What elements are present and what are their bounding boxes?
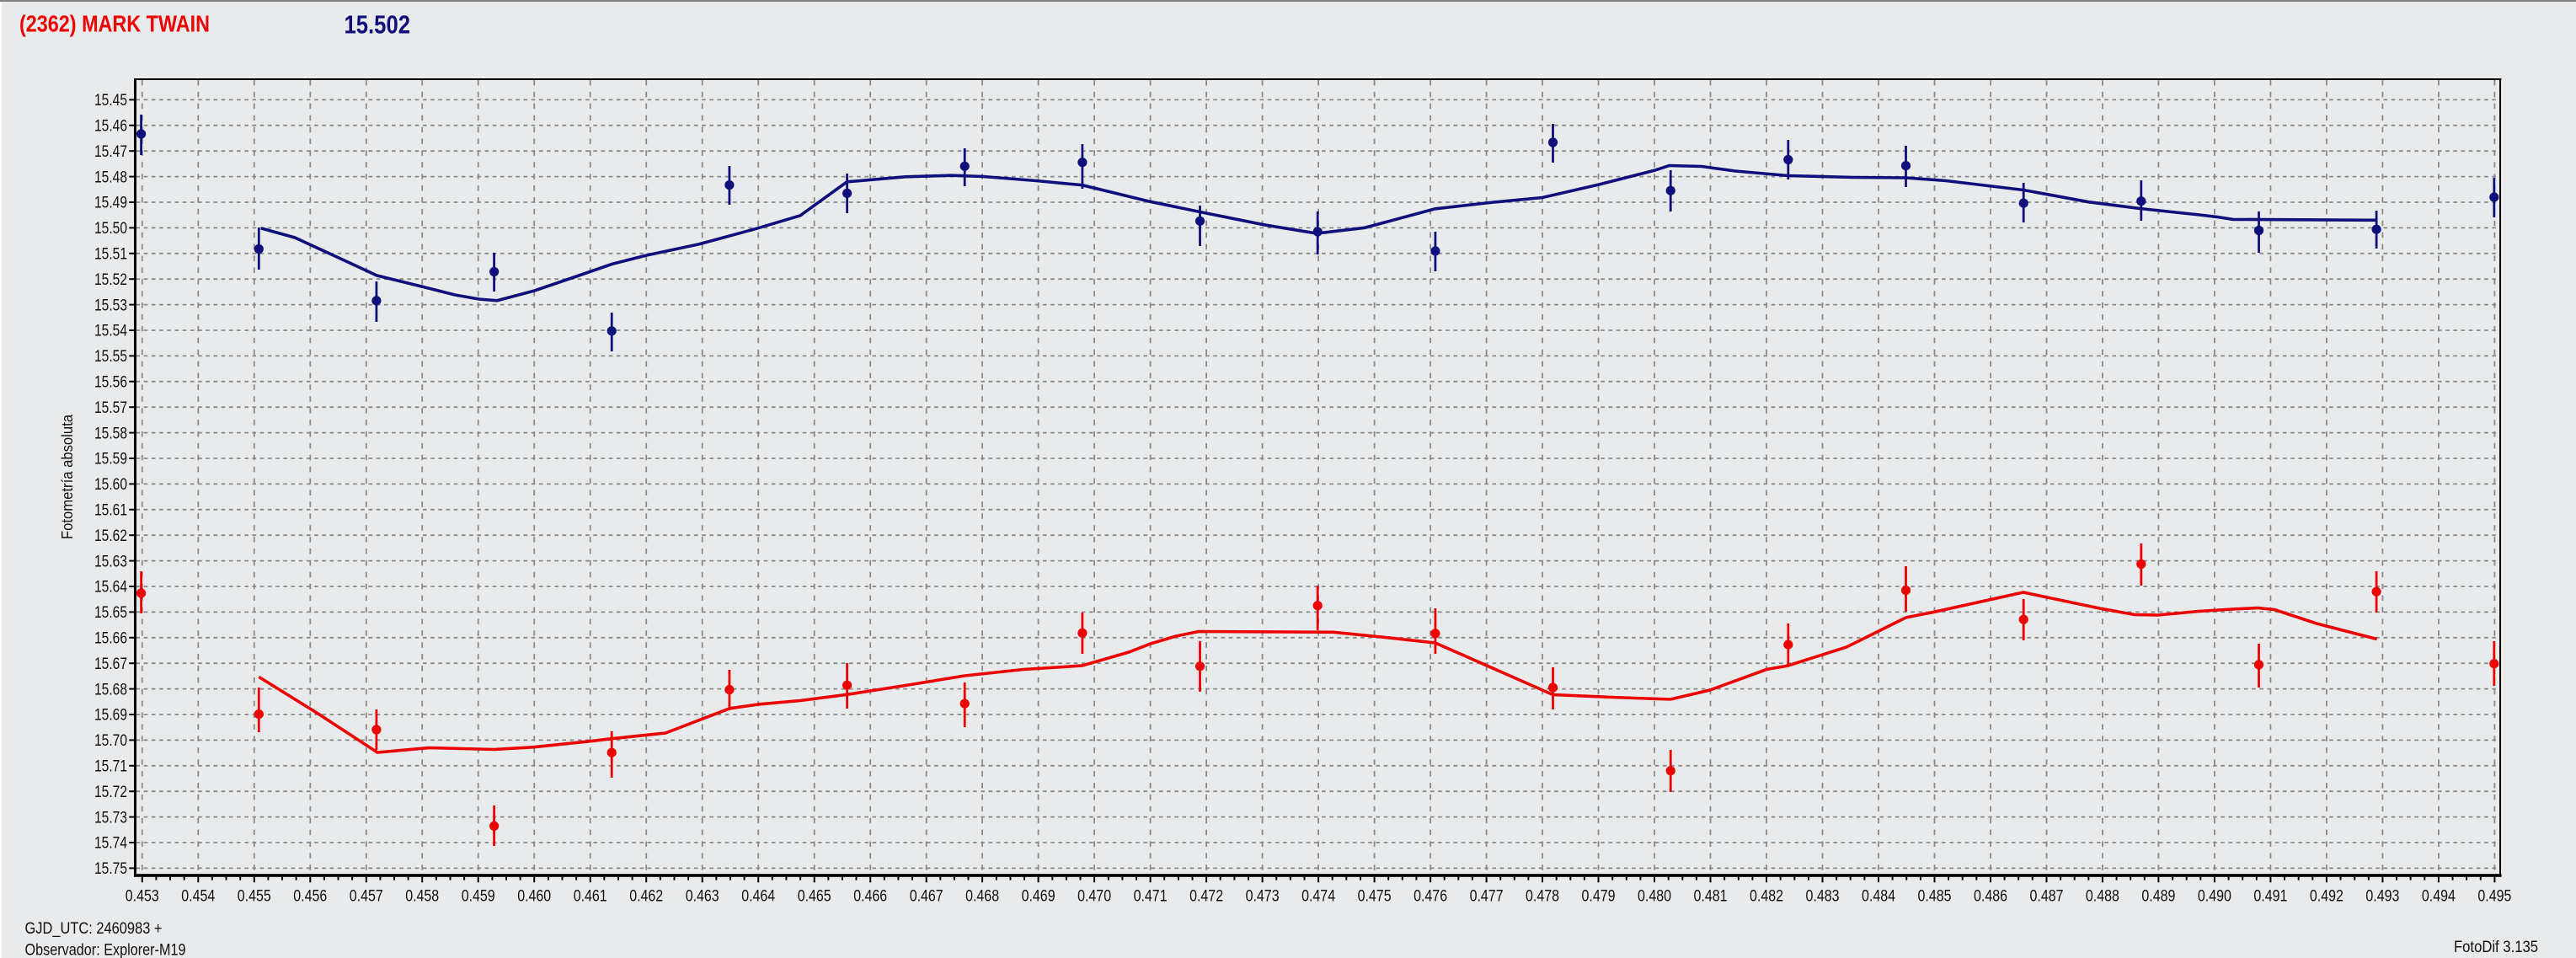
svg-text:15.66: 15.66 — [94, 629, 127, 648]
svg-text:0.480: 0.480 — [1638, 887, 1671, 906]
svg-text:0.485: 0.485 — [1918, 887, 1952, 906]
svg-text:15.73: 15.73 — [94, 808, 127, 827]
svg-text:0.476: 0.476 — [1414, 887, 1447, 906]
svg-text:0.475: 0.475 — [1358, 887, 1392, 906]
svg-text:15.54: 15.54 — [94, 322, 127, 340]
svg-text:0.490: 0.490 — [2198, 887, 2231, 906]
svg-text:0.470: 0.470 — [1077, 887, 1111, 906]
svg-text:15.47: 15.47 — [94, 142, 127, 161]
svg-text:0.462: 0.462 — [629, 887, 663, 906]
svg-text:15.56: 15.56 — [94, 373, 127, 392]
svg-text:FotoDif 3.135: FotoDif 3.135 — [2454, 939, 2538, 956]
svg-text:Fotometría absoluta: Fotometría absoluta — [59, 414, 76, 539]
svg-text:0.460: 0.460 — [517, 887, 551, 906]
svg-text:0.464: 0.464 — [741, 887, 775, 906]
svg-text:15.68: 15.68 — [94, 680, 127, 698]
svg-text:0.483: 0.483 — [1806, 887, 1840, 906]
svg-text:0.494: 0.494 — [2422, 887, 2456, 906]
svg-text:0.479: 0.479 — [1582, 887, 1616, 906]
svg-text:15.63: 15.63 — [94, 552, 127, 570]
svg-text:0.474: 0.474 — [1301, 887, 1335, 906]
svg-text:15.69: 15.69 — [94, 706, 127, 725]
svg-text:0.486: 0.486 — [1974, 887, 2007, 906]
svg-text:0.492: 0.492 — [2310, 887, 2344, 906]
svg-text:0.482: 0.482 — [1750, 887, 1783, 906]
svg-text:0.455: 0.455 — [238, 887, 271, 906]
svg-text:15.72: 15.72 — [94, 783, 127, 801]
svg-text:0.487: 0.487 — [2030, 887, 2064, 906]
svg-text:15.70: 15.70 — [94, 731, 127, 750]
svg-text:15.49: 15.49 — [94, 194, 127, 212]
svg-text:0.458: 0.458 — [405, 887, 439, 906]
svg-text:0.469: 0.469 — [1022, 887, 1056, 906]
svg-text:0.465: 0.465 — [798, 887, 831, 906]
svg-text:0.481: 0.481 — [1694, 887, 1728, 906]
svg-text:15.58: 15.58 — [94, 424, 127, 442]
svg-text:15.57: 15.57 — [94, 399, 127, 417]
svg-text:15.45: 15.45 — [94, 91, 127, 110]
svg-text:0.454: 0.454 — [181, 887, 215, 906]
svg-text:0.468: 0.468 — [965, 887, 999, 906]
svg-text:15.53: 15.53 — [94, 296, 127, 314]
svg-text:GJD_UTC: 2460983 +: GJD_UTC: 2460983 + — [25, 920, 163, 938]
svg-text:15.65: 15.65 — [94, 603, 127, 622]
svg-text:0.467: 0.467 — [910, 887, 943, 906]
svg-text:15.502: 15.502 — [345, 10, 411, 39]
svg-text:0.477: 0.477 — [1470, 887, 1504, 906]
svg-text:15.74: 15.74 — [94, 834, 127, 853]
svg-text:15.62: 15.62 — [94, 527, 127, 545]
svg-text:0.471: 0.471 — [1134, 887, 1168, 906]
svg-text:15.64: 15.64 — [94, 578, 127, 597]
svg-text:0.466: 0.466 — [853, 887, 887, 906]
svg-text:15.46: 15.46 — [94, 117, 127, 136]
svg-text:0.488: 0.488 — [2086, 887, 2119, 906]
svg-text:15.71: 15.71 — [94, 757, 127, 776]
svg-text:0.457: 0.457 — [350, 887, 383, 906]
svg-text:0.473: 0.473 — [1246, 887, 1280, 906]
svg-text:0.472: 0.472 — [1189, 887, 1223, 906]
svg-text:15.59: 15.59 — [94, 450, 127, 468]
svg-text:0.463: 0.463 — [686, 887, 719, 906]
svg-text:0.493: 0.493 — [2365, 887, 2399, 906]
svg-text:Observador: Explorer-M19: Observador: Explorer-M19 — [25, 942, 186, 958]
svg-text:0.456: 0.456 — [293, 887, 327, 906]
svg-text:0.484: 0.484 — [1862, 887, 1895, 906]
svg-text:15.55: 15.55 — [94, 347, 127, 366]
svg-text:15.52: 15.52 — [94, 270, 127, 289]
svg-text:15.51: 15.51 — [94, 245, 127, 264]
svg-text:(2362) MARK TWAIN: (2362) MARK TWAIN — [19, 11, 210, 37]
svg-text:0.461: 0.461 — [574, 887, 607, 906]
svg-text:0.459: 0.459 — [462, 887, 495, 906]
svg-text:15.61: 15.61 — [94, 501, 127, 520]
svg-text:15.60: 15.60 — [94, 475, 127, 494]
svg-text:15.50: 15.50 — [94, 219, 127, 238]
svg-text:0.478: 0.478 — [1526, 887, 1559, 906]
svg-text:15.48: 15.48 — [94, 168, 127, 186]
svg-text:0.491: 0.491 — [2253, 887, 2287, 906]
svg-text:0.489: 0.489 — [2141, 887, 2175, 906]
svg-text:0.453: 0.453 — [126, 887, 159, 906]
svg-text:15.75: 15.75 — [94, 859, 127, 878]
svg-text:15.67: 15.67 — [94, 655, 127, 673]
svg-text:0.495: 0.495 — [2477, 887, 2511, 906]
